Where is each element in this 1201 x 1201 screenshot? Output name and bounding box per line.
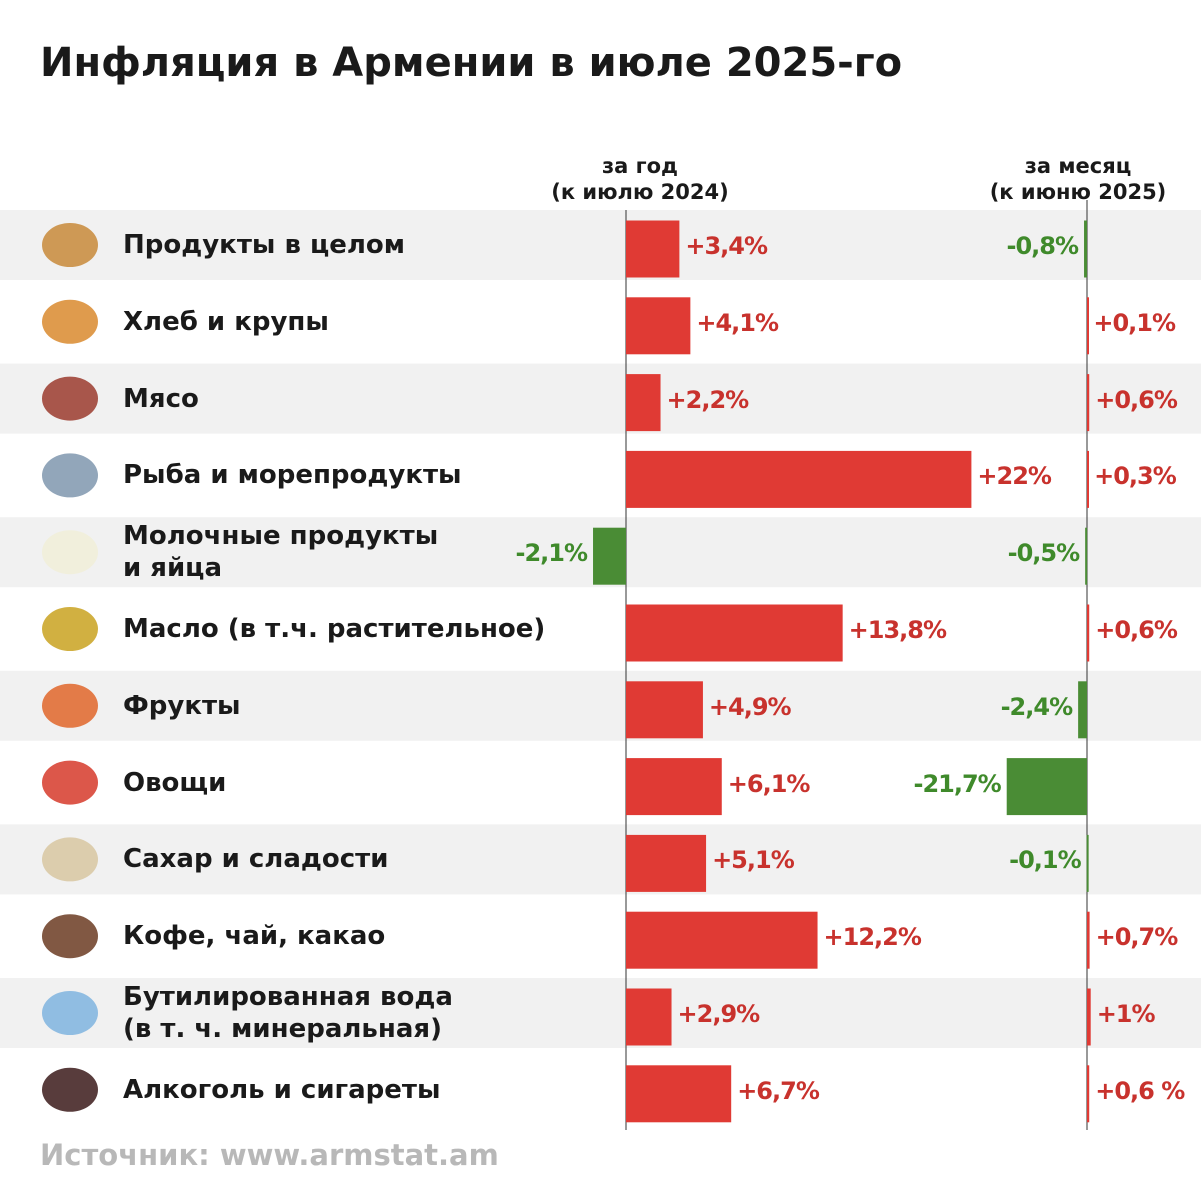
bar bbox=[1086, 834, 1089, 892]
category-icon bbox=[42, 914, 98, 959]
category-icon bbox=[42, 683, 98, 728]
bar bbox=[1078, 681, 1087, 739]
bar bbox=[626, 988, 672, 1046]
category-label: Рыба и морепродукты bbox=[123, 460, 462, 491]
value-label: +2,9% bbox=[677, 1000, 761, 1028]
value-label: +0,3% bbox=[1094, 462, 1177, 491]
value-label: +3,4% bbox=[685, 232, 768, 260]
value-label: +2,2% bbox=[666, 385, 750, 414]
category-icon bbox=[42, 760, 98, 805]
category-label: Бутилированная вода (в т. ч. минеральная… bbox=[123, 982, 453, 1044]
category-label: Фрукты bbox=[123, 690, 241, 721]
value-label: +22% bbox=[977, 462, 1052, 491]
column-header: за месяц (к июню 2025) bbox=[989, 154, 1167, 204]
bar bbox=[626, 1065, 732, 1123]
bar bbox=[1087, 988, 1091, 1046]
category-icon bbox=[42, 1067, 98, 1112]
category-label: Алкоголь и сигареты bbox=[123, 1074, 441, 1105]
category-icon bbox=[42, 223, 98, 267]
bar bbox=[1085, 527, 1088, 585]
bar bbox=[626, 758, 722, 816]
value-label: +0,7% bbox=[1095, 923, 1179, 952]
source: Источник: www.armstat.am bbox=[40, 1138, 499, 1172]
chart-title: Инфляция в Армении в июле 2025-го bbox=[40, 40, 903, 86]
category-label: Молочные продукты и яйца bbox=[123, 521, 439, 584]
bar bbox=[626, 604, 843, 662]
value-label: +13,8% bbox=[848, 616, 947, 644]
bar bbox=[593, 527, 626, 585]
category-icon bbox=[42, 991, 98, 1035]
value-label: +1% bbox=[1096, 1000, 1156, 1028]
bar bbox=[1087, 450, 1089, 508]
bar bbox=[626, 450, 972, 508]
bar bbox=[1087, 911, 1090, 969]
value-label: +6,7% bbox=[737, 1076, 820, 1105]
bar bbox=[626, 297, 691, 355]
value-label: +0,6% bbox=[1095, 385, 1178, 414]
bar bbox=[1087, 297, 1089, 355]
category-icon bbox=[42, 453, 98, 498]
column-header: за год (к июлю 2024) bbox=[551, 154, 729, 204]
category-label: Хлеб и крупы bbox=[123, 306, 329, 337]
value-label: -2,1% bbox=[515, 539, 589, 568]
row-band bbox=[0, 363, 1201, 434]
value-label: +4,1% bbox=[696, 308, 779, 337]
value-label: +12,2% bbox=[823, 923, 922, 952]
category-label: Продукты в целом bbox=[123, 230, 406, 260]
value-label: -0,1% bbox=[1009, 846, 1082, 875]
bar bbox=[1084, 220, 1087, 278]
row-band bbox=[0, 210, 1201, 280]
category-label: Масло (в т.ч. растительное) bbox=[123, 614, 546, 644]
category-icon bbox=[42, 299, 98, 344]
bar bbox=[626, 220, 680, 278]
value-label: +4,9% bbox=[708, 692, 792, 721]
value-label: -0,5% bbox=[1007, 539, 1081, 568]
bar bbox=[626, 911, 818, 969]
category-icon bbox=[42, 607, 98, 651]
value-label: +0,6% bbox=[1095, 616, 1178, 644]
bar bbox=[1087, 1065, 1090, 1123]
row-band bbox=[0, 670, 1201, 741]
value-label: +0,6 % bbox=[1095, 1076, 1185, 1105]
category-icon bbox=[42, 530, 98, 575]
category-label: Мясо bbox=[123, 383, 199, 414]
bar bbox=[1087, 604, 1090, 662]
row-band bbox=[0, 824, 1201, 895]
value-label: +0,1% bbox=[1093, 308, 1176, 337]
value-label: -2,4% bbox=[1000, 692, 1074, 721]
category-icon bbox=[42, 837, 98, 882]
category-icon bbox=[42, 376, 98, 421]
category-label: Сахар и сладости bbox=[123, 844, 389, 875]
bar bbox=[1006, 758, 1087, 816]
value-label: -0,8% bbox=[1006, 232, 1080, 260]
value-label: +6,1% bbox=[727, 769, 811, 798]
category-label: Овощи bbox=[123, 767, 227, 798]
value-label: +5,1% bbox=[712, 846, 795, 875]
bar bbox=[626, 681, 703, 739]
category-label: Кофе, чай, какао bbox=[123, 921, 386, 952]
bar bbox=[626, 374, 661, 432]
bar bbox=[1087, 374, 1090, 432]
value-label: -21,7% bbox=[913, 769, 1001, 798]
row-band bbox=[0, 978, 1201, 1048]
bar bbox=[626, 834, 707, 892]
